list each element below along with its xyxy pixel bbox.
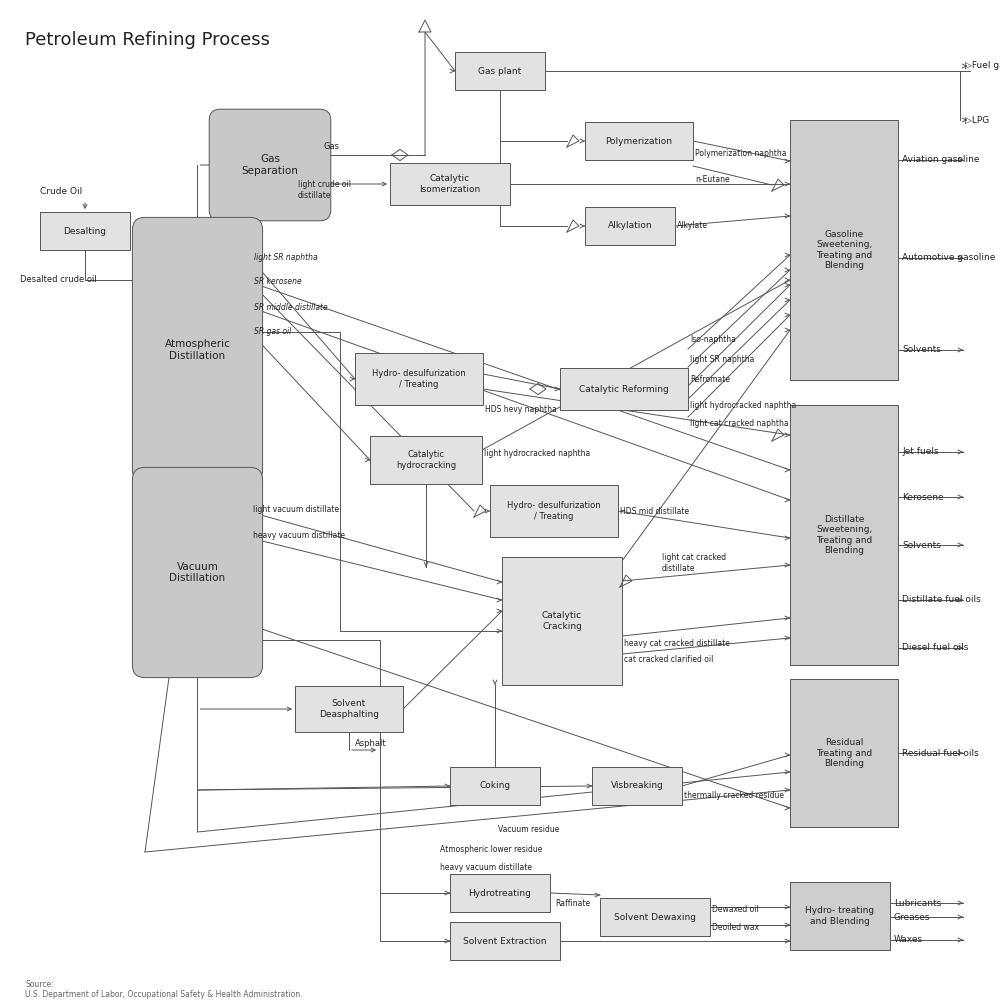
Text: Asphalt: Asphalt: [355, 740, 387, 748]
Text: Refromate: Refromate: [690, 374, 730, 383]
Text: Gas plant: Gas plant: [478, 66, 522, 76]
Bar: [790, 405, 898, 665]
Bar: [790, 882, 890, 950]
Text: Vacuum residue: Vacuum residue: [498, 826, 559, 834]
Text: Lubricants: Lubricants: [894, 898, 941, 908]
Bar: [370, 436, 482, 484]
Text: Source:
U.S. Department of Labor, Occupational Safety & Health Administration.: Source: U.S. Department of Labor, Occupa…: [25, 980, 302, 999]
Bar: [450, 767, 540, 805]
Text: HDS hevy naphtha: HDS hevy naphtha: [485, 404, 557, 414]
Bar: [455, 52, 545, 90]
Text: Crude Oil: Crude Oil: [40, 188, 82, 196]
Text: Raffinate: Raffinate: [555, 898, 590, 908]
Text: Deoiled wax: Deoiled wax: [712, 922, 759, 932]
Bar: [355, 353, 483, 405]
Text: ▷Fuel gases: ▷Fuel gases: [965, 62, 1000, 70]
Text: Gas
Separation: Gas Separation: [242, 154, 298, 176]
Text: Solvent
Deasphalting: Solvent Deasphalting: [319, 699, 379, 719]
Text: light cat cracked
distillate: light cat cracked distillate: [662, 553, 726, 573]
Text: Diesel fuel oils: Diesel fuel oils: [902, 644, 968, 652]
Text: Greases: Greases: [894, 912, 930, 922]
Text: heavy vacuum distillate: heavy vacuum distillate: [253, 530, 345, 540]
Bar: [390, 163, 510, 205]
FancyBboxPatch shape: [209, 109, 331, 221]
Text: Vacuum
Distillation: Vacuum Distillation: [169, 562, 226, 583]
Bar: [502, 557, 622, 685]
Text: Kerosene: Kerosene: [902, 492, 944, 502]
Text: light cat cracked naphtha: light cat cracked naphtha: [690, 420, 789, 428]
Text: Catalytic
Cracking: Catalytic Cracking: [542, 611, 582, 631]
Text: Visbreaking: Visbreaking: [611, 782, 663, 790]
Text: Coking: Coking: [479, 782, 511, 790]
Text: Atmospheric lower residue: Atmospheric lower residue: [440, 846, 542, 854]
Text: Hydro- treating
and Blending: Hydro- treating and Blending: [805, 906, 875, 926]
Text: Waxes: Waxes: [894, 936, 923, 944]
Text: Distillate fuel oils: Distillate fuel oils: [902, 595, 981, 604]
Text: Hydrotreating: Hydrotreating: [469, 888, 531, 898]
Text: Polymerization: Polymerization: [606, 136, 672, 145]
Text: SR gas oil: SR gas oil: [254, 328, 291, 336]
Text: Catalytic Reforming: Catalytic Reforming: [579, 384, 669, 393]
Text: Petroleum Refining Process: Petroleum Refining Process: [25, 31, 270, 49]
Text: light vacuum distillate: light vacuum distillate: [253, 506, 339, 514]
Text: light crude oil
distillate: light crude oil distillate: [298, 180, 351, 200]
Text: SR middle distillate: SR middle distillate: [254, 302, 328, 312]
Text: Catalytic
Isomerization: Catalytic Isomerization: [419, 174, 481, 194]
Text: thermally cracked residue: thermally cracked residue: [684, 792, 784, 800]
Text: Aviation gasoline: Aviation gasoline: [902, 155, 980, 164]
Text: HDS mid distillate: HDS mid distillate: [620, 506, 689, 516]
Text: Gas: Gas: [323, 142, 339, 151]
Text: heavy cat cracked distillate: heavy cat cracked distillate: [624, 639, 730, 648]
Bar: [600, 898, 710, 936]
Text: light SR naphtha: light SR naphtha: [690, 355, 754, 363]
Text: Iso-naphtha: Iso-naphtha: [690, 334, 736, 344]
Text: light hydrocracked naphtha: light hydrocracked naphtha: [484, 450, 590, 458]
FancyBboxPatch shape: [132, 217, 263, 483]
Text: Catalytic
hydrocracking: Catalytic hydrocracking: [396, 450, 456, 470]
Text: Gasoline
Sweetening,
Treating and
Blending: Gasoline Sweetening, Treating and Blendi…: [816, 230, 872, 270]
Bar: [585, 207, 675, 245]
Text: light hydrocracked naphtha: light hydrocracked naphtha: [690, 400, 796, 410]
Text: Solvent Extraction: Solvent Extraction: [463, 936, 547, 946]
Bar: [790, 120, 898, 380]
Bar: [450, 922, 560, 960]
Bar: [450, 874, 550, 912]
Bar: [295, 686, 403, 732]
Text: Hydro- desulfurization
/ Treating: Hydro- desulfurization / Treating: [507, 501, 601, 521]
Text: SR kerosene: SR kerosene: [254, 277, 302, 286]
Text: Dewaxed oil: Dewaxed oil: [712, 904, 759, 914]
Bar: [560, 368, 688, 410]
Bar: [592, 767, 682, 805]
Text: n-Eutane: n-Eutane: [695, 174, 730, 184]
Text: ▷LPG: ▷LPG: [965, 115, 989, 124]
Text: Residual fuel oils: Residual fuel oils: [902, 748, 979, 758]
Text: Solvent Dewaxing: Solvent Dewaxing: [614, 912, 696, 922]
Bar: [585, 122, 693, 160]
Text: light SR naphtha: light SR naphtha: [254, 253, 318, 262]
Text: cat cracked clarified oil: cat cracked clarified oil: [624, 654, 713, 664]
Text: Jet fuels: Jet fuels: [902, 448, 939, 456]
Text: Alkylation: Alkylation: [608, 222, 652, 231]
Text: Hydro- desulfurization
/ Treating: Hydro- desulfurization / Treating: [372, 369, 466, 389]
Bar: [790, 679, 898, 827]
Text: Polymerization naphtha: Polymerization naphtha: [695, 148, 786, 157]
Text: Automotive gasoline: Automotive gasoline: [902, 253, 995, 262]
FancyBboxPatch shape: [132, 467, 263, 678]
Text: Solvents: Solvents: [902, 346, 941, 355]
Bar: [40, 212, 130, 250]
Text: Atmospheric
Distillation: Atmospheric Distillation: [165, 339, 230, 361]
Text: Residual
Treating and
Blending: Residual Treating and Blending: [816, 738, 872, 768]
Text: heavy vacuum distillate: heavy vacuum distillate: [440, 863, 532, 872]
Text: Alkylate: Alkylate: [677, 222, 708, 231]
Text: Distillate
Sweetening,
Treating and
Blending: Distillate Sweetening, Treating and Blen…: [816, 515, 872, 555]
Text: Solvents: Solvents: [902, 540, 941, 550]
Bar: [490, 485, 618, 537]
Text: Desalted crude oil: Desalted crude oil: [20, 275, 97, 284]
Text: Desalting: Desalting: [63, 227, 106, 235]
